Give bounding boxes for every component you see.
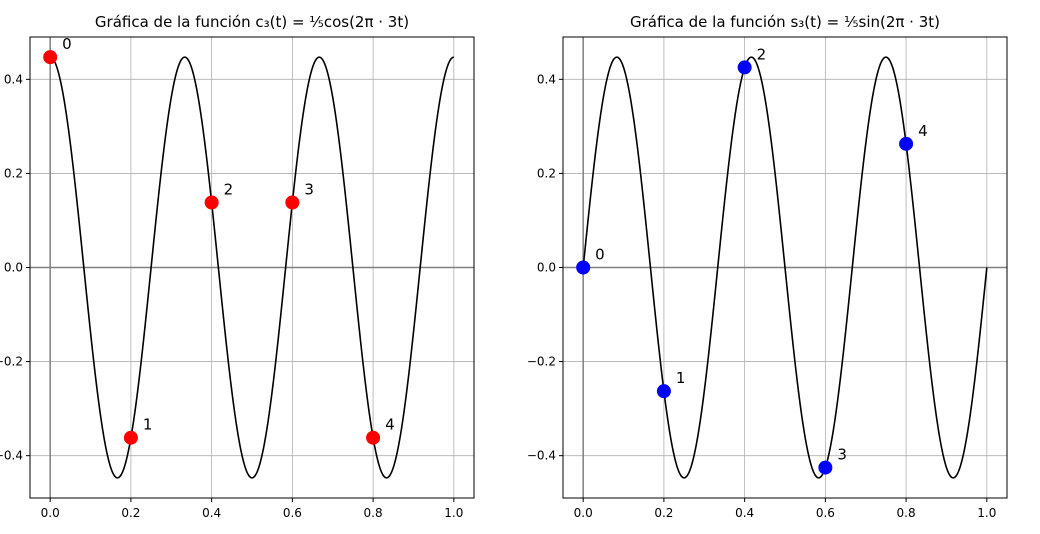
sample-point-marker [899,136,914,151]
sample-point-label: 1 [676,369,686,387]
chart-title: Gráfica de la función c₃(t) = ⅕cos(2π · … [95,13,409,31]
sample-point-marker [43,50,58,65]
sin-chart: Gráfica de la función s₃(t) = ⅕sin(2π · … [527,13,1008,520]
sample-point-label: 2 [757,45,767,63]
y-tick-label: −0.4 [0,449,23,463]
sample-point-marker [204,195,219,210]
x-tick-label: 0.6 [283,506,302,520]
sample-point-label: 1 [143,416,153,434]
sample-point-marker [285,195,300,210]
y-tick-label: 0.0 [537,261,556,275]
function-curve [582,56,988,479]
x-tick-label: 1.0 [977,506,996,520]
x-tick-label: 0.2 [121,506,140,520]
y-tick-label: 0.0 [4,261,23,275]
sample-point-label: 2 [224,180,234,198]
y-tick-label: 0.2 [4,166,23,180]
sample-point-marker [576,260,591,275]
sample-point-marker [656,384,671,399]
sample-point-label: 4 [385,416,395,434]
x-tick-label: 0.0 [574,506,593,520]
y-tick-label: −0.2 [527,355,556,369]
x-tick-label: 0.8 [364,506,383,520]
sample-point-marker [737,60,752,75]
x-tick-label: 0.6 [816,506,835,520]
x-tick-label: 0.4 [735,506,754,520]
y-tick-label: 0.4 [4,72,23,86]
y-tick-label: 0.4 [537,72,556,86]
y-tick-label: −0.4 [527,449,556,463]
sample-point-marker [818,460,833,475]
sample-point-label: 3 [837,446,847,464]
cos-chart: Gráfica de la función c₃(t) = ⅕cos(2π · … [0,13,475,520]
y-tick-label: 0.2 [537,166,556,180]
sample-point-label: 0 [62,35,72,53]
y-tick-label: −0.2 [0,355,23,369]
sample-point-marker [366,430,381,445]
x-tick-label: 0.8 [897,506,916,520]
x-tick-label: 0.0 [41,506,60,520]
sample-point-label: 0 [595,246,605,264]
sample-point-marker [123,430,138,445]
function-curve [50,56,454,479]
chart-title: Gráfica de la función s₃(t) = ⅕sin(2π · … [630,13,940,31]
sample-point-label: 4 [918,122,928,140]
x-tick-label: 0.2 [654,506,673,520]
x-tick-label: 0.4 [202,506,221,520]
x-tick-label: 1.0 [444,506,463,520]
sample-point-label: 3 [304,180,314,198]
